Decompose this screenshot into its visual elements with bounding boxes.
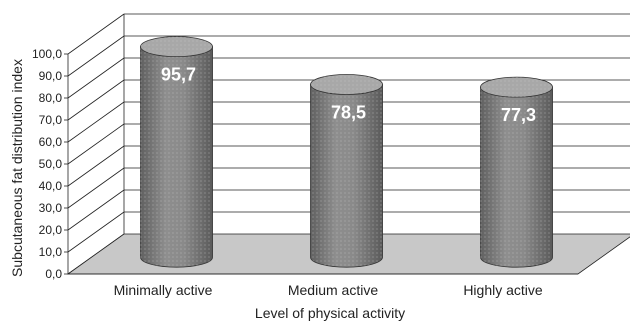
side-wall-line xyxy=(67,211,125,253)
x-axis-title: Level of physical activity xyxy=(255,305,405,321)
x-tick-label: Minimally active xyxy=(114,282,213,298)
y-tick-label: 10,0 xyxy=(39,245,63,259)
x-tick-label: Highly active xyxy=(463,282,543,298)
bar-texture xyxy=(480,87,553,268)
data-label: 78,5 xyxy=(331,103,366,123)
y-axis: 0,0 10,0 20,0 30,0 40,0 50,0 60,0 70,0 80,0 90,0 1… xyxy=(32,47,578,281)
side-wall-line xyxy=(67,145,125,187)
data-label: 95,7 xyxy=(161,65,196,85)
y-tick-label: 60,0 xyxy=(39,135,63,149)
side-wall-line xyxy=(67,35,125,77)
y-tick-label: 70,0 xyxy=(39,113,63,127)
bar-cylinder xyxy=(480,76,553,268)
side-wall-line xyxy=(67,13,125,55)
labels: 95,7 Minimally active 78,5 Medium active 77,… xyxy=(114,65,543,298)
side-wall-line xyxy=(67,79,125,121)
side-wall-line xyxy=(67,189,125,231)
y-tick-label: 90,0 xyxy=(39,69,63,83)
data-label: 77,3 xyxy=(501,105,536,125)
bar-top-texture xyxy=(480,77,553,98)
bar-cylinder xyxy=(310,74,383,268)
x-tick-label: Medium active xyxy=(288,282,378,298)
bar-texture xyxy=(310,84,383,268)
bar-top-texture xyxy=(310,74,383,95)
side-wall-line xyxy=(67,167,125,209)
y-tick-label: 80,0 xyxy=(39,91,63,105)
bar-texture xyxy=(140,46,213,268)
y-tick-label: 100,0 xyxy=(32,47,62,61)
y-axis-title: Subcutaneous fat distribution index xyxy=(9,59,25,277)
side-wall-line xyxy=(67,123,125,165)
y-tick-label: 50,0 xyxy=(39,157,63,171)
bar-cylinder xyxy=(140,36,213,268)
y-tick-label: 40,0 xyxy=(39,179,63,193)
bars xyxy=(140,36,553,268)
y-tick-label: 20,0 xyxy=(39,223,63,237)
side-wall-line xyxy=(67,101,125,143)
y-tick-label: 30,0 xyxy=(39,201,63,215)
y-tick-label: 0,0 xyxy=(45,267,62,281)
side-wall-line xyxy=(67,57,125,99)
bar-top-texture xyxy=(140,36,213,57)
